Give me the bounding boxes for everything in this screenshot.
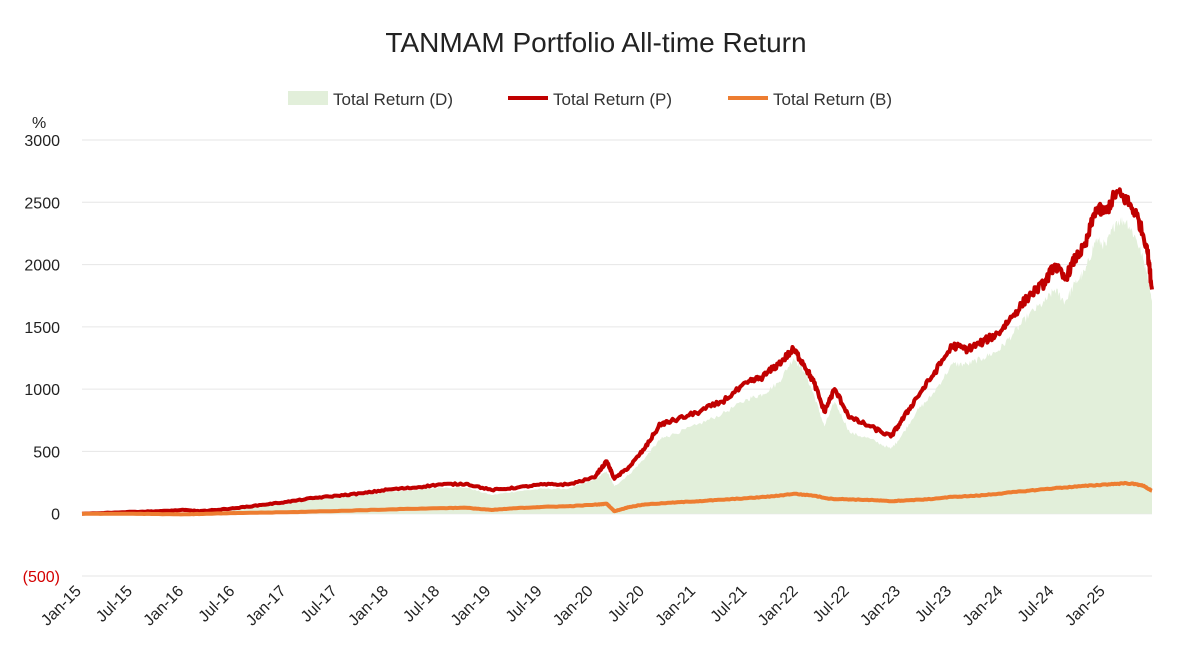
y-tick-label: 500 [33, 444, 60, 461]
x-tick-label: Jul-23 [912, 583, 955, 626]
x-tick-label: Jan-15 [38, 583, 85, 630]
series-area-total-return-d [82, 216, 1152, 514]
x-tick-label: Jan-16 [141, 583, 188, 630]
x-tick-label: Jul-22 [810, 583, 853, 626]
x-tick-label: Jul-18 [400, 583, 443, 626]
x-tick-label: Jan-18 [345, 583, 392, 630]
legend-label-p: Total Return (P) [553, 90, 672, 109]
legend-label-b: Total Return (B) [773, 90, 892, 109]
series-line-total-return-p [81, 187, 1154, 516]
series-line-total-return-b [82, 480, 1154, 517]
legend-label-d: Total Return (D) [333, 90, 453, 109]
x-tick-label: Jul-19 [503, 583, 546, 626]
y-tick-label: (500) [23, 569, 60, 586]
x-tick-label: Jul-16 [196, 583, 239, 626]
x-tick-label: Jul-15 [93, 583, 136, 626]
y-tick-label: 2000 [24, 258, 60, 275]
y-tick-label: 3000 [24, 133, 60, 150]
legend-swatch-d [288, 91, 328, 105]
chart-legend: Total Return (D) Total Return (P) Total … [288, 90, 892, 109]
x-tick-label: Jul-20 [605, 583, 648, 626]
x-tick-label: Jan-25 [1062, 583, 1109, 630]
y-axis: 3000 2500 2000 1500 1000 500 0 (500) [23, 133, 60, 586]
plot-area [81, 187, 1154, 517]
y-axis-unit: % [32, 115, 46, 132]
x-tick-label: Jan-17 [243, 583, 290, 630]
x-axis: Jan-15 Jul-15 Jan-16 Jul-16 Jan-17 Jul-17 Jan-… [38, 583, 1109, 630]
y-tick-label: 2500 [24, 195, 60, 212]
x-tick-label: Jan-20 [550, 583, 597, 630]
chart-title: TANMAM Portfolio All-time Return [385, 27, 806, 58]
x-tick-label: Jul-17 [298, 583, 341, 626]
x-tick-label: Jan-22 [755, 583, 802, 630]
x-tick-label: Jan-21 [653, 583, 700, 630]
y-tick-label: 1500 [24, 320, 60, 337]
x-tick-label: Jan-23 [857, 583, 904, 630]
x-tick-label: Jan-19 [448, 583, 495, 630]
x-tick-label: Jul-21 [708, 583, 751, 626]
x-tick-label: Jan-24 [960, 583, 1007, 630]
y-tick-label: 1000 [24, 382, 60, 399]
y-tick-label: 0 [51, 507, 60, 524]
x-tick-label: Jul-24 [1015, 583, 1058, 626]
